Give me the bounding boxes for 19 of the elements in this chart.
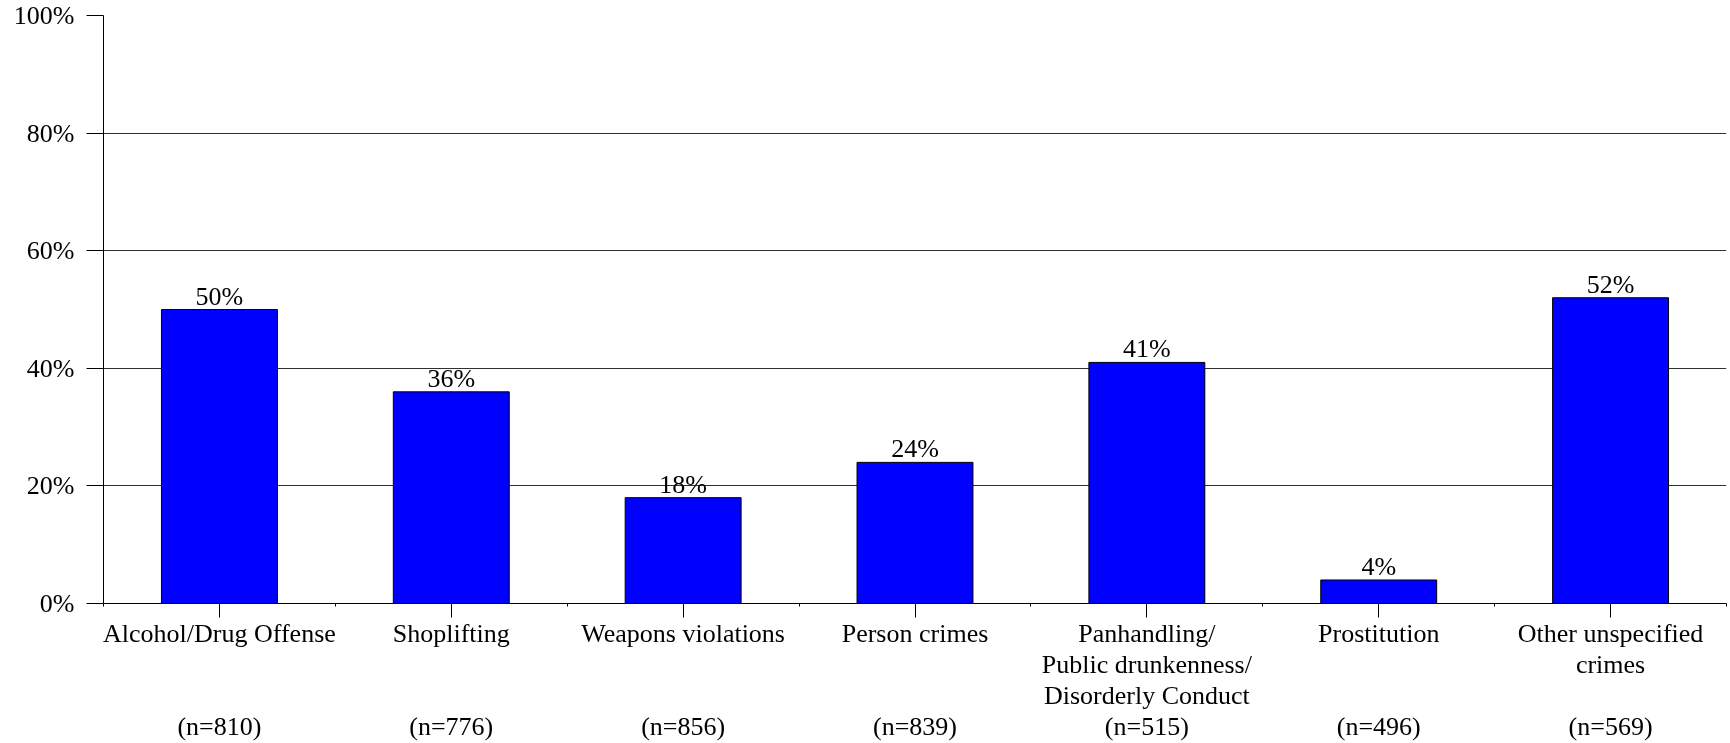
category-label: Alcohol/Drug Offense (n=810) [103, 618, 336, 741]
data-label: 50% [195, 281, 244, 311]
category-label: Person crimes (n=839) [841, 618, 989, 741]
y-tick-label: 80% [26, 118, 75, 148]
y-tick-label: 100% [13, 1, 75, 30]
category-label: Other unspecified crimes (n=569) [1517, 618, 1704, 741]
data-label: 41% [1123, 334, 1171, 364]
x-tick-label: Panhandling/ Public drunkenness/ Disorderly Conduct (n=515) [1041, 618, 1253, 741]
y-tick-label: 20% [26, 471, 75, 501]
data-label: 36% [427, 363, 476, 393]
category-label: Weapons violations (n=856) [581, 618, 786, 741]
y-tick-label: 40% [26, 353, 75, 383]
category-label: Shoplifting (n=776) [392, 618, 510, 741]
data-label: 24% [891, 434, 939, 464]
data-label: 52% [1586, 269, 1635, 299]
category-label: Prostitution (n=496) [1318, 618, 1440, 741]
y-tick-label: 60% [26, 236, 75, 266]
y-tick-label: 0% [39, 589, 75, 618]
data-label: 4% [1361, 551, 1397, 581]
